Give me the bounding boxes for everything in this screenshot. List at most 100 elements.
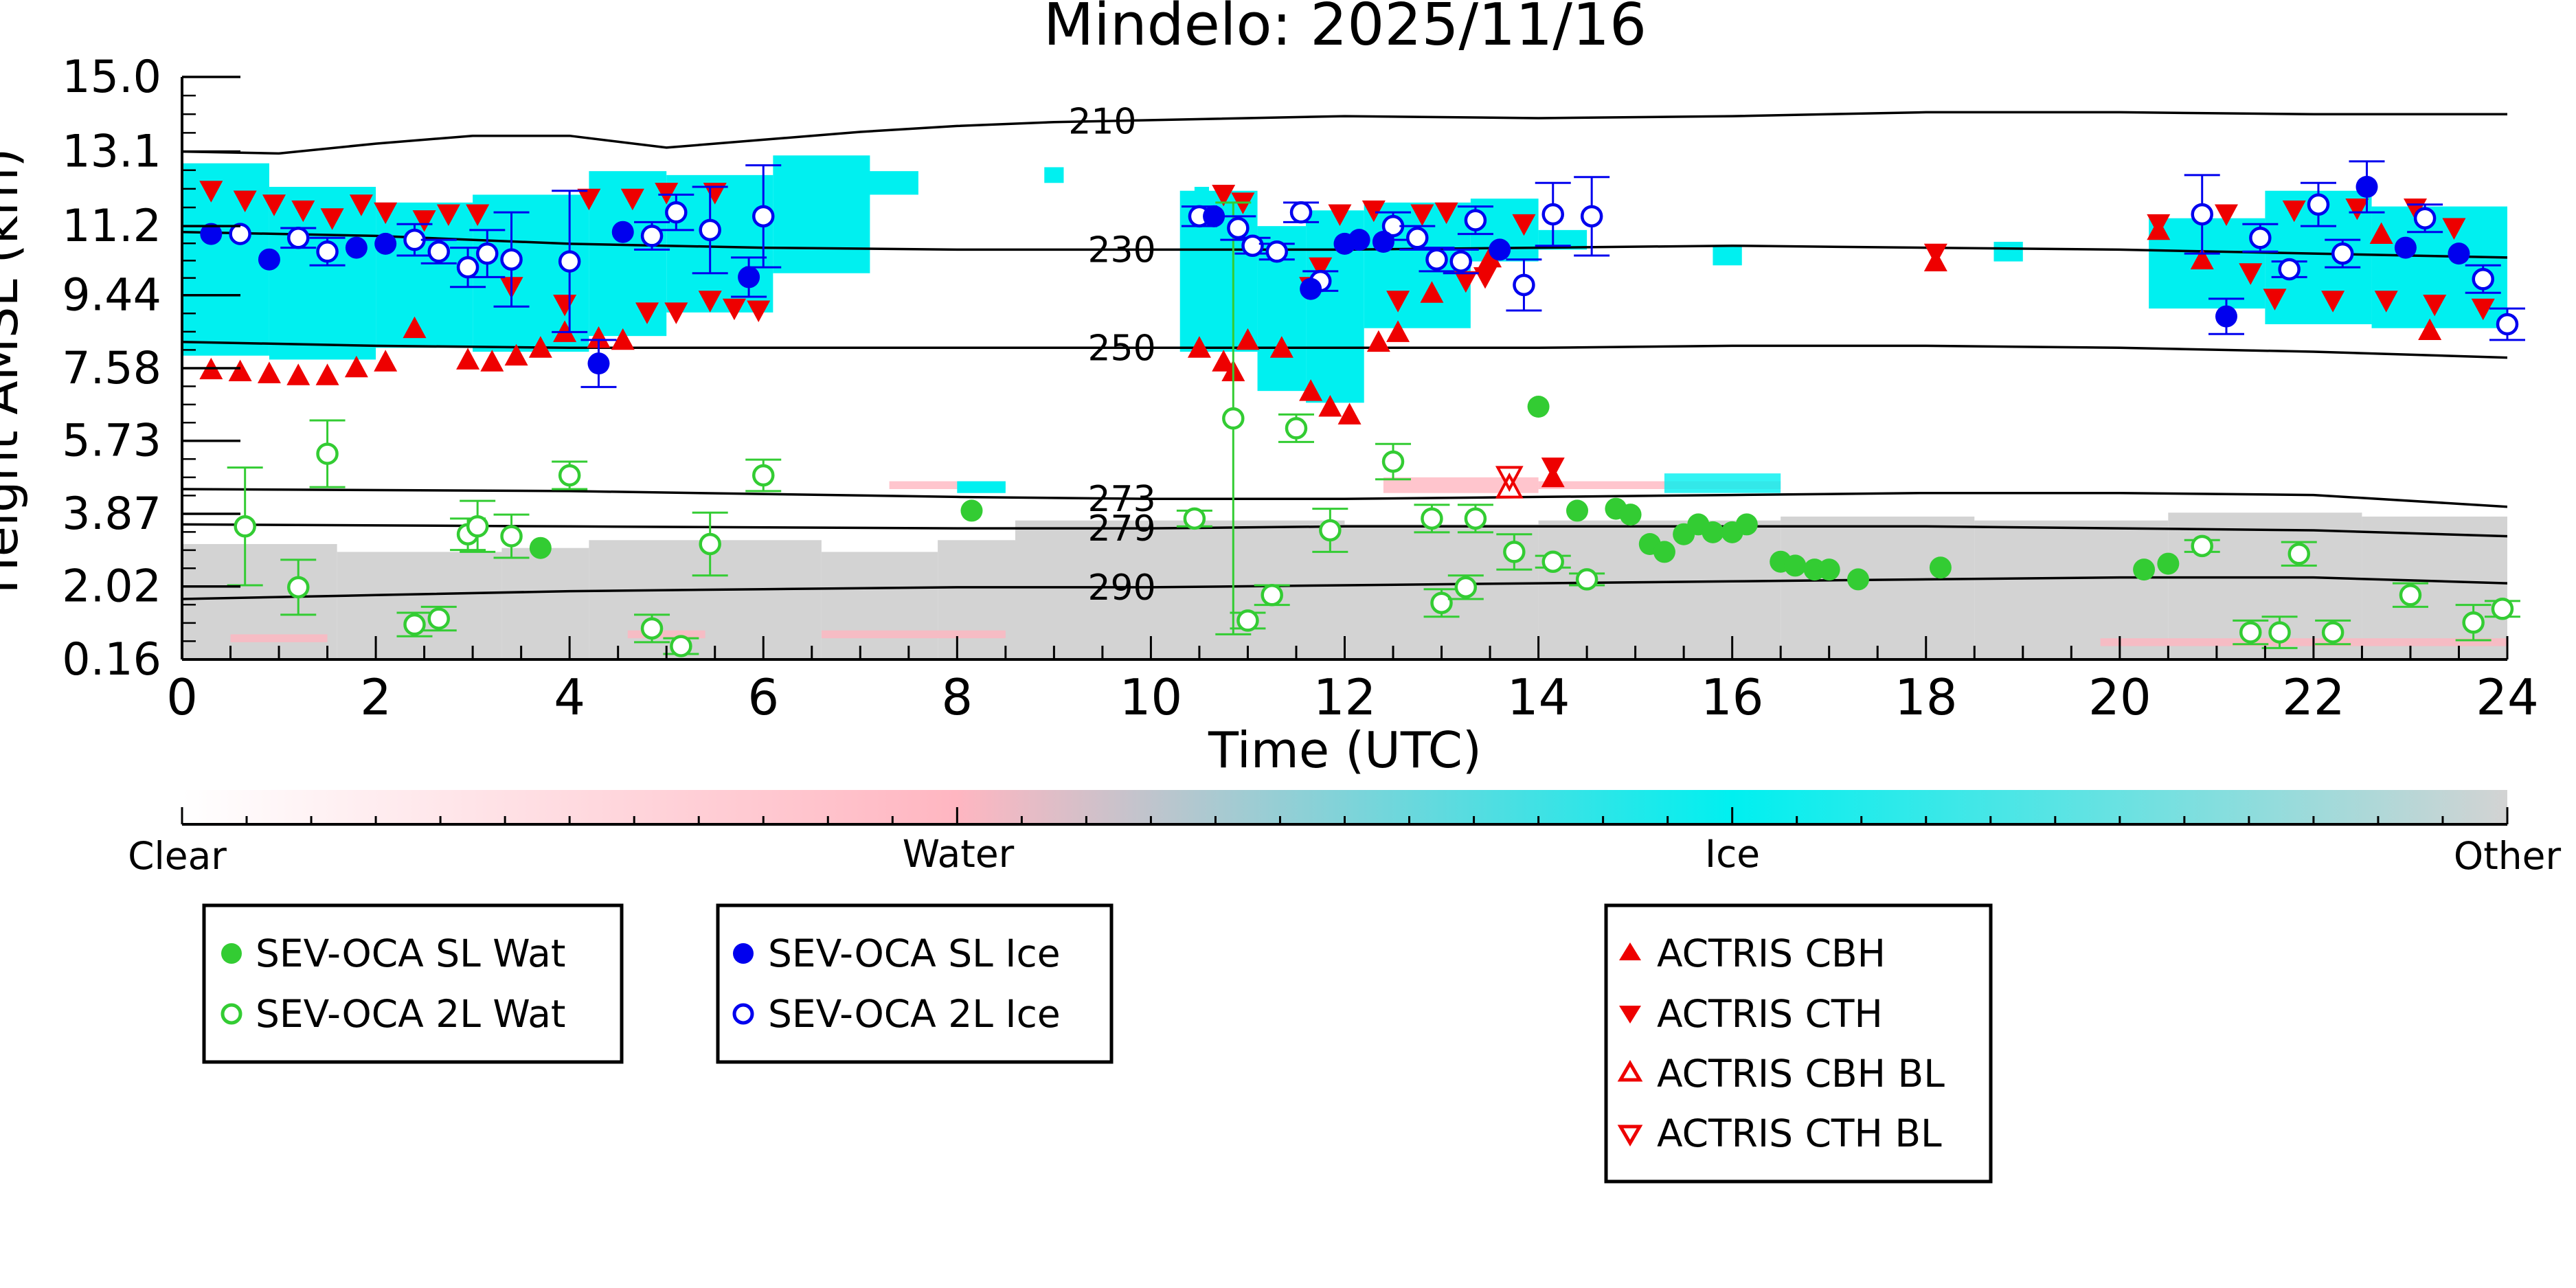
actris-cbh-marker-2	[257, 361, 281, 383]
isotherm-label-290: 290	[1087, 567, 1155, 609]
actris-cth-marker-13	[620, 188, 644, 211]
colorbar-label-other: Other	[2454, 834, 2562, 878]
actris-cth-marker-35	[2147, 214, 2171, 236]
other-region-3	[589, 540, 822, 659]
isotherm-210	[182, 111, 2507, 155]
sev-2l-ice-marker-9	[640, 225, 664, 247]
sev-2l-ice-marker-14	[1227, 216, 1250, 240]
legend-cth-bl-label: ACTRIS CTH BL	[1657, 1111, 1942, 1155]
x-tick-label-9: 18	[1895, 668, 1958, 726]
actris-cbh-marker-20	[1299, 379, 1323, 401]
sev-2l-wat-marker-21	[1430, 591, 1453, 614]
legend-cth-marker	[1619, 1006, 1641, 1024]
actris-cbh-marker-16	[1212, 350, 1236, 372]
actris-cbh-marker-21	[1318, 395, 1342, 417]
legend-cbh-marker	[1619, 942, 1641, 960]
actris-cbh-marker-23	[1366, 330, 1390, 352]
actris-cth-marker-15	[655, 183, 679, 205]
legend-sl-wat-marker	[221, 943, 242, 964]
sev-2l-ice-marker-32	[2413, 207, 2437, 229]
sev-2l-wat-marker-1	[287, 576, 310, 599]
sev-2l-ice-marker-17	[1289, 201, 1313, 224]
actris-cth-marker-6	[374, 202, 398, 225]
sev-sl-ice-marker-8	[1300, 278, 1322, 300]
sev-2l-wat-marker-10	[670, 635, 692, 657]
sev-2l-wat-marker-26	[1575, 568, 1598, 591]
actris-cbh-marker-4	[315, 363, 339, 385]
ice-region-3	[473, 194, 589, 352]
actris-cth-marker-16	[664, 302, 688, 324]
sev-sl-ice-marker-16	[2448, 242, 2470, 265]
isotherm-label-250: 250	[1087, 328, 1155, 369]
ice-region-20	[1194, 187, 1210, 199]
sev-2l-ice-marker-27	[2191, 203, 2213, 226]
actris-cth-marker-45	[2442, 218, 2466, 240]
colorbar-label-water: Water	[903, 832, 1015, 876]
actris-cth-marker-39	[2282, 200, 2306, 223]
sev-2l-wat-marker-13	[1183, 507, 1206, 530]
water-region-0	[889, 481, 1006, 489]
sev-sl-wat-marker-7	[1653, 541, 1675, 563]
y-tick-label-5: 9.44	[62, 270, 161, 321]
actris-cth-marker-34	[1923, 243, 1947, 266]
sev-2l-wat-marker-29	[2268, 621, 2291, 644]
other-region-10	[1974, 520, 2169, 659]
legend-2l-ice-marker	[732, 1003, 754, 1025]
chart-title: Mindelo: 2025/11/16	[1043, 0, 1647, 59]
sev-2l-ice-marker-26	[1580, 205, 1603, 228]
actris-cbh-marker-32	[2418, 318, 2442, 341]
actris-cth-marker-17	[698, 291, 722, 313]
actris-cth-marker-24	[1309, 257, 1333, 280]
sev-2l-ice-marker-33	[2472, 268, 2494, 291]
x-tick-label-0: 0	[166, 668, 198, 726]
sev-2l-wat-marker-16	[1261, 584, 1283, 607]
sev-2l-wat-marker-28	[2239, 621, 2262, 644]
actris-cth-marker-21	[1212, 184, 1236, 207]
sev-sl-wat-marker-20	[2157, 552, 2180, 575]
ice-region-5	[666, 174, 773, 313]
ice-streak-2	[1664, 473, 1781, 493]
sev-sl-wat-marker-2	[1527, 396, 1550, 418]
actris-cbh-marker-26	[1478, 245, 1502, 268]
sev-sl-wat-marker-14	[1784, 554, 1807, 577]
sev-sl-wat-marker-12	[1735, 513, 1758, 536]
sev-2l-ice-marker-11	[699, 218, 721, 242]
water-region-4	[821, 630, 1006, 639]
actris-cth-marker-28	[1410, 204, 1434, 226]
actris-cth-marker-9	[466, 204, 490, 226]
other-region-4	[821, 552, 938, 659]
actris-cbh-marker-6	[374, 350, 398, 372]
legend-2l-wat-marker	[221, 1003, 242, 1025]
actris-cth-marker-41	[2345, 198, 2369, 221]
sev-2l-wat-marker-11	[699, 532, 721, 556]
sev-sl-ice-marker-4	[587, 352, 610, 375]
sev-sl-ice-marker-12	[1489, 238, 1511, 261]
x-tick-label-12: 24	[2476, 668, 2539, 726]
legend-water-box	[202, 903, 624, 1064]
sev-2l-wat-marker-12	[752, 464, 775, 487]
ice-region-13	[1713, 245, 1742, 266]
legend-cbh-label: ACTRIS CBH	[1657, 931, 1886, 975]
sev-2l-wat-marker-22	[1454, 576, 1478, 599]
colorbar-label-clear: Clear	[128, 834, 227, 878]
sev-sl-ice-marker-13	[2215, 305, 2237, 328]
sev-sl-ice-marker-3	[374, 232, 397, 255]
sev-2l-ice-marker-5	[456, 256, 479, 279]
actris-cth-marker-1	[233, 190, 257, 212]
sev-sl-ice-marker-10	[1348, 229, 1370, 251]
sev-2l-wat-marker-19	[1381, 450, 1405, 473]
x-tick-label-10: 20	[2088, 668, 2151, 726]
sev-2l-ice-marker-7	[500, 248, 523, 271]
isotherm-label-279: 279	[1087, 508, 1155, 550]
sev-2l-wat-marker-30	[2287, 543, 2311, 565]
sev-2l-ice-marker-34	[2496, 313, 2519, 336]
legend-cth-bl-marker	[1617, 1125, 1643, 1146]
actris-cth-marker-36	[2214, 204, 2238, 226]
actris-cth-marker-25	[1328, 204, 1352, 226]
sev-sl-ice-marker-6	[738, 266, 760, 289]
ice-region-0	[182, 163, 269, 356]
sev-2l-ice-marker-8	[558, 250, 581, 273]
x-tick-label-4: 8	[941, 668, 973, 726]
x-tick-label-6: 12	[1313, 668, 1377, 726]
sev-sl-ice-marker-0	[200, 223, 223, 245]
